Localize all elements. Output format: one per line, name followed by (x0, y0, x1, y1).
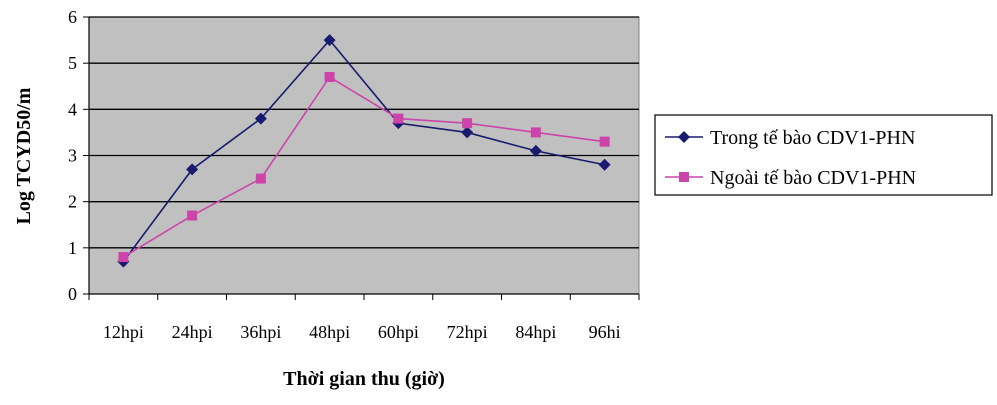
data-point (323, 34, 336, 47)
x-tick-label: 36hpi (240, 322, 281, 342)
x-tick-label: 72hpi (447, 322, 488, 342)
series-line (122, 75, 605, 258)
data-point (599, 136, 610, 147)
data-point (187, 210, 198, 221)
y-tick-label: 3 (68, 146, 77, 166)
x-tick-label: 84hpi (515, 322, 556, 342)
legend-entry-2: Ngoài tế bào CDV1-PHN (665, 167, 916, 189)
legend-label-2: Ngoài tế bào CDV1-PHN (710, 167, 916, 189)
legend-label-1: Trong tế bào CDV1-PHN (710, 127, 915, 149)
y-tick-label: 0 (68, 284, 77, 304)
series-line (122, 38, 605, 263)
data-point (393, 113, 404, 124)
data-point (461, 126, 474, 139)
x-tick-label: 60hpi (378, 322, 419, 342)
data-point (530, 127, 541, 138)
y-tick-label: 1 (68, 238, 77, 258)
x-axis-title: Thời gian thu (giờ) (283, 368, 445, 390)
y-tick-label: 2 (68, 192, 77, 212)
y-tick-label: 5 (68, 53, 77, 73)
series-2 (118, 72, 610, 263)
x-tick-label: 48hpi (309, 322, 350, 342)
data-point (186, 163, 199, 176)
data-point (462, 118, 473, 129)
x-tick-label: 24hpi (172, 322, 213, 342)
data-point (598, 158, 611, 171)
series-group (117, 34, 611, 268)
data-point (118, 252, 129, 263)
data-point (324, 72, 335, 83)
axes (83, 16, 640, 300)
legend: Trong tế bào CDV1-PHN Ngoài tế bào CDV1-… (654, 114, 993, 196)
grid-lines (89, 16, 639, 249)
data-point (255, 173, 266, 184)
legend-box (654, 114, 993, 196)
legend-marker-2-square-icon (679, 172, 689, 182)
data-point (529, 144, 542, 157)
data-point (254, 112, 267, 125)
y-tick-label: 6 (68, 7, 77, 27)
tick-labels: 0 1 2 3 4 5 6 12hpi 24hpi 36hpi 48hpi 60hpi 72hpi 84h… (68, 7, 621, 342)
x-tick-label: 12hpi (103, 322, 144, 342)
y-axis-title: Log TCYD50/m (13, 87, 35, 224)
series-1 (117, 34, 611, 268)
legend-entry-1: Trong tế bào CDV1-PHN (665, 127, 915, 149)
y-tick-label: 4 (68, 99, 77, 119)
x-tick-label: 96hi (589, 322, 621, 342)
legend-marker-1-diamond-icon (678, 131, 690, 143)
